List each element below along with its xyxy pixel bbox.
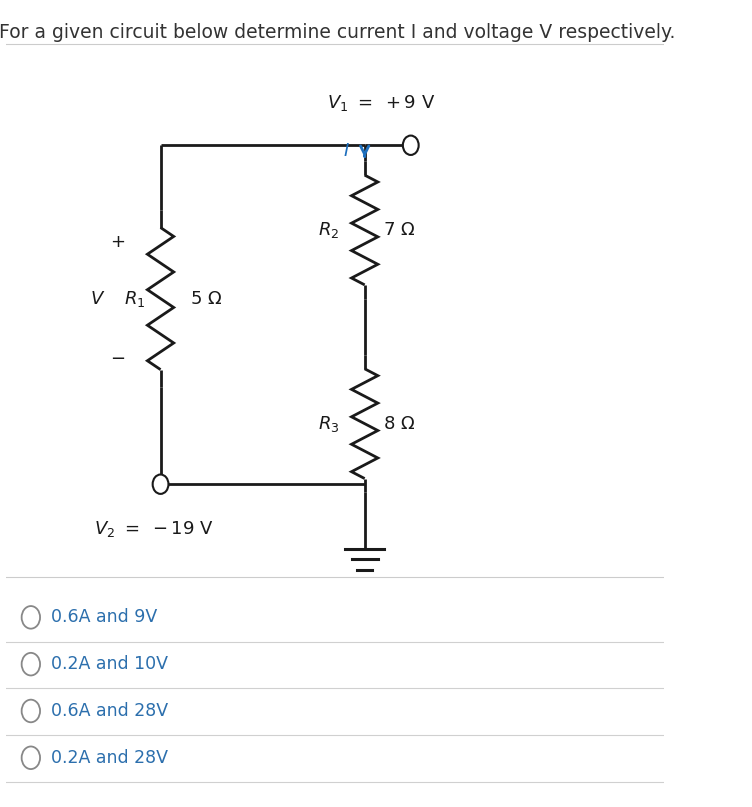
- Circle shape: [153, 475, 168, 493]
- Text: $R_1$: $R_1$: [123, 289, 145, 308]
- Text: 0.2A and 28V: 0.2A and 28V: [50, 749, 168, 767]
- Text: 0.6A and 9V: 0.6A and 9V: [50, 608, 157, 626]
- Text: 0.2A and 10V: 0.2A and 10V: [50, 655, 168, 673]
- Text: $7\ \Omega$: $7\ \Omega$: [383, 221, 415, 239]
- Text: $V_2\ =\ -19\ \mathrm{V}$: $V_2\ =\ -19\ \mathrm{V}$: [94, 519, 214, 538]
- Text: −: −: [111, 350, 126, 368]
- Text: $R_2$: $R_2$: [318, 220, 339, 240]
- Text: $R_3$: $R_3$: [318, 414, 339, 433]
- Text: $V_1\ =\ +9\ \mathrm{V}$: $V_1\ =\ +9\ \mathrm{V}$: [327, 94, 435, 113]
- Text: $5\ \Omega$: $5\ \Omega$: [190, 290, 223, 307]
- Text: For a given circuit below determine current I and voltage V respectively.: For a given circuit below determine curr…: [0, 23, 675, 42]
- Text: $8\ \Omega$: $8\ \Omega$: [383, 415, 415, 433]
- Text: $V$: $V$: [90, 290, 106, 307]
- Text: 0.6A and 28V: 0.6A and 28V: [50, 702, 168, 720]
- Text: +: +: [111, 233, 126, 251]
- Circle shape: [404, 136, 418, 154]
- Text: $I$: $I$: [344, 142, 350, 161]
